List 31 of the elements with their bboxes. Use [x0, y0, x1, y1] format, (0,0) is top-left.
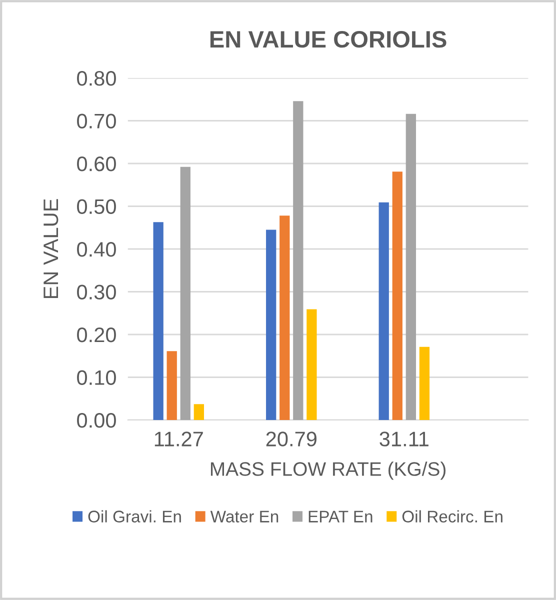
legend-label: Oil Gravi. En — [88, 510, 181, 522]
y-tick-label: 0.50 — [77, 199, 116, 214]
bar — [293, 101, 304, 420]
x-tick-label: 31.11 — [380, 432, 428, 446]
legend-label: EPAT En — [308, 510, 372, 522]
bar — [419, 346, 430, 420]
bar — [194, 404, 204, 420]
y-tick-label: 0.60 — [77, 156, 116, 172]
bar — [180, 166, 190, 420]
y-tick-label: 0.00 — [77, 413, 116, 428]
bar — [266, 230, 276, 420]
bar — [406, 114, 416, 420]
bar — [306, 309, 317, 420]
chart-title: EN VALUE CORIOLIS — [210, 30, 446, 48]
y-tick-label: 0.40 — [77, 242, 116, 257]
legend-label: Water En — [210, 510, 278, 522]
x-axis-title: MASS FLOW RATE (KG/S) — [210, 462, 446, 480]
y-tick-label: 0.10 — [77, 370, 116, 386]
bar — [166, 351, 177, 420]
y-axis-title: EN VALUE — [44, 199, 58, 298]
bar — [153, 222, 164, 420]
y-tick-label: 0.20 — [77, 328, 116, 342]
y-tick-label: 0.80 — [77, 71, 116, 86]
bar — [378, 202, 389, 420]
legend-label: Oil Recirc. En — [402, 510, 502, 522]
y-tick-label: 0.30 — [77, 284, 116, 300]
x-tick-label: 11.27 — [154, 432, 203, 446]
x-tick-label: 20.79 — [266, 432, 316, 446]
y-tick-label: 0.70 — [77, 114, 116, 129]
bar — [392, 172, 402, 420]
bar — [280, 216, 290, 420]
